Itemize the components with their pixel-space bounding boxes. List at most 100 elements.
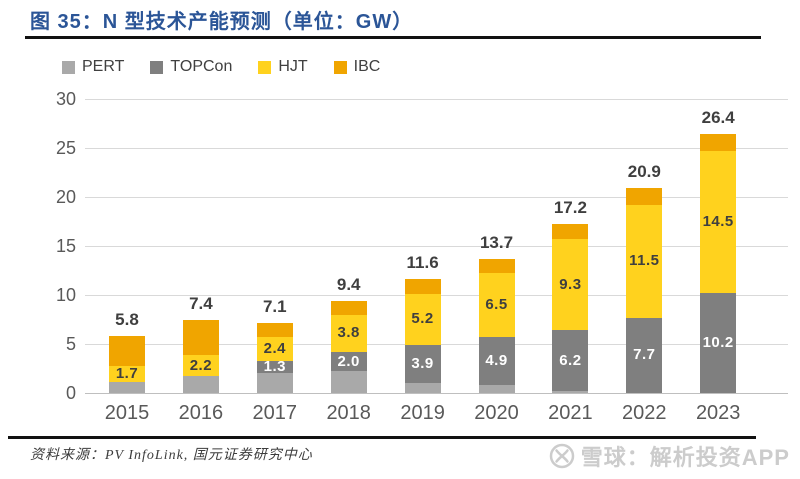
segment-value-label: 2.4 bbox=[263, 340, 286, 358]
legend-swatch-hjt bbox=[258, 60, 272, 74]
bar-segment-ibc-2021 bbox=[552, 224, 589, 240]
bar-segment-pert-2018 bbox=[330, 371, 367, 393]
bar-segment-ibc-2015 bbox=[109, 336, 145, 366]
legend-label: IBC bbox=[353, 58, 381, 75]
chart-legend: PERT TOPCon HJT IBC bbox=[62, 58, 380, 76]
bar-total-label: 9.4 bbox=[336, 274, 361, 294]
bar-segment-hjt-2015: 1.7 bbox=[109, 365, 145, 383]
segment-value-label: 2.0 bbox=[337, 352, 360, 370]
gridline-y30 bbox=[85, 99, 788, 100]
legend-swatch-topcon bbox=[150, 60, 164, 74]
legend-swatch-ibc bbox=[333, 60, 347, 74]
segment-value-label: 3.9 bbox=[411, 355, 434, 373]
bar-segment-topcon-2018: 2.0 bbox=[330, 351, 367, 372]
footer-rule bbox=[8, 436, 756, 439]
y-tick-label: 10 bbox=[55, 285, 76, 305]
bar-segment-hjt-2022: 11.5 bbox=[626, 204, 663, 318]
x-tick-label-2018: 2018 bbox=[326, 402, 371, 424]
gridline-y25 bbox=[85, 148, 788, 149]
bar-segment-pert-2021 bbox=[552, 391, 589, 393]
bar-segment-pert-2017 bbox=[256, 373, 293, 393]
legend-item-pert: PERT bbox=[62, 58, 124, 76]
segment-value-label: 11.5 bbox=[629, 252, 660, 270]
bar-segment-topcon-2021: 6.2 bbox=[552, 330, 589, 392]
legend-item-topcon: TOPCon bbox=[150, 58, 232, 76]
segment-value-label: 9.3 bbox=[559, 275, 582, 293]
bar-total-label: 7.4 bbox=[189, 294, 213, 314]
x-tick-label-2015: 2015 bbox=[104, 402, 150, 424]
x-tick-label-2021: 2021 bbox=[548, 402, 593, 424]
segment-value-label: 14.5 bbox=[702, 213, 734, 231]
segment-value-label: 6.5 bbox=[485, 296, 508, 314]
bar-segment-ibc-2016 bbox=[182, 320, 219, 355]
title-underline bbox=[25, 36, 761, 39]
bar-segment-ibc-2022 bbox=[626, 188, 663, 205]
bar-segment-pert-2016 bbox=[182, 376, 219, 393]
segment-value-label: 3.8 bbox=[337, 324, 360, 342]
bar-segment-hjt-2017: 2.4 bbox=[256, 337, 293, 361]
watermark: 雪球：解析投资APP bbox=[549, 440, 790, 472]
bar-segment-ibc-2019 bbox=[404, 279, 441, 294]
bar-segment-hjt-2016: 2.2 bbox=[182, 354, 219, 377]
figure-title: 图 35：N 型技术产能预测（单位：GW） bbox=[30, 11, 414, 33]
bar-segment-pert-2020 bbox=[478, 385, 515, 393]
x-tick-label-2022: 2022 bbox=[622, 402, 667, 424]
bar-segment-hjt-2023: 14.5 bbox=[700, 150, 737, 294]
segment-value-label: 1.3 bbox=[263, 358, 286, 376]
bar-total-label: 13.7 bbox=[479, 232, 514, 252]
bar-total-label: 11.6 bbox=[406, 253, 439, 273]
source-note: 资料来源：PV InfoLink, 国元证券研究中心 bbox=[30, 448, 313, 463]
gridline-y15 bbox=[85, 246, 788, 247]
bar-segment-topcon-2022: 7.7 bbox=[626, 317, 663, 393]
bar-total-label: 26.4 bbox=[701, 108, 735, 128]
legend-item-ibc: IBC bbox=[333, 58, 381, 76]
segment-value-label: 4.9 bbox=[485, 352, 508, 370]
y-tick-label: 20 bbox=[55, 187, 76, 207]
segment-value-label: 5.2 bbox=[411, 310, 434, 328]
bar-segment-ibc-2017 bbox=[256, 323, 293, 338]
bar-total-label: 5.8 bbox=[115, 310, 139, 330]
x-tick-label-2020: 2020 bbox=[474, 402, 519, 424]
xueqiu-snowball-circle-icon bbox=[549, 443, 574, 469]
segment-value-label: 7.7 bbox=[633, 346, 656, 364]
watermark-text: 雪球：解析投资APP bbox=[580, 445, 790, 470]
segment-value-label: 6.2 bbox=[559, 351, 582, 369]
legend-label: PERT bbox=[82, 58, 125, 75]
gridline-y0 bbox=[85, 393, 788, 394]
x-tick-label-2017: 2017 bbox=[252, 402, 298, 424]
segment-value-label: 2.2 bbox=[189, 356, 213, 374]
bar-segment-hjt-2019: 5.2 bbox=[404, 294, 441, 345]
bar-segment-topcon-2023: 10.2 bbox=[700, 293, 737, 393]
bar-segment-topcon-2019: 3.9 bbox=[404, 344, 441, 384]
bar-segment-pert-2015 bbox=[109, 382, 145, 393]
bar-segment-hjt-2020: 6.5 bbox=[478, 273, 515, 338]
bar-segment-topcon-2017: 1.3 bbox=[256, 358, 293, 376]
y-tick-label: 0 bbox=[65, 383, 76, 403]
bar-segment-pert-2019 bbox=[404, 383, 441, 393]
gridline-y20 bbox=[85, 197, 788, 198]
bar-segment-ibc-2020 bbox=[478, 258, 515, 274]
x-tick-label-2019: 2019 bbox=[400, 402, 445, 424]
y-tick-label: 30 bbox=[55, 89, 76, 109]
y-tick-label: 5 bbox=[65, 334, 76, 354]
y-tick-label: 15 bbox=[55, 236, 76, 256]
bar-segment-topcon-2020: 4.9 bbox=[478, 337, 515, 386]
bar-segment-ibc-2018 bbox=[330, 300, 367, 315]
bar-total-label: 7.1 bbox=[262, 297, 287, 317]
legend-label: HJT bbox=[278, 58, 308, 75]
x-tick-label-2016: 2016 bbox=[178, 402, 224, 424]
stacked-bar-chart: 0 5 10 15 20 25 30 1.7 5.8 2015 2.2 7.4 2016 1.3 2.4 7.… bbox=[55, 89, 788, 424]
bar-total-label: 17.2 bbox=[553, 198, 587, 218]
x-tick-label-2023: 2023 bbox=[695, 402, 741, 424]
bar-segment-ibc-2023 bbox=[700, 134, 737, 151]
legend-label: TOPCon bbox=[170, 58, 233, 75]
segment-value-label: 10.2 bbox=[702, 334, 734, 352]
segment-value-label: 1.7 bbox=[115, 365, 139, 383]
y-tick-label: 25 bbox=[55, 138, 76, 158]
legend-swatch-pert bbox=[62, 60, 75, 74]
legend-item-hjt: HJT bbox=[258, 58, 308, 76]
bar-total-label: 20.9 bbox=[627, 162, 661, 182]
bar-segment-hjt-2021: 9.3 bbox=[552, 239, 589, 331]
bar-segment-hjt-2018: 3.8 bbox=[330, 314, 367, 352]
